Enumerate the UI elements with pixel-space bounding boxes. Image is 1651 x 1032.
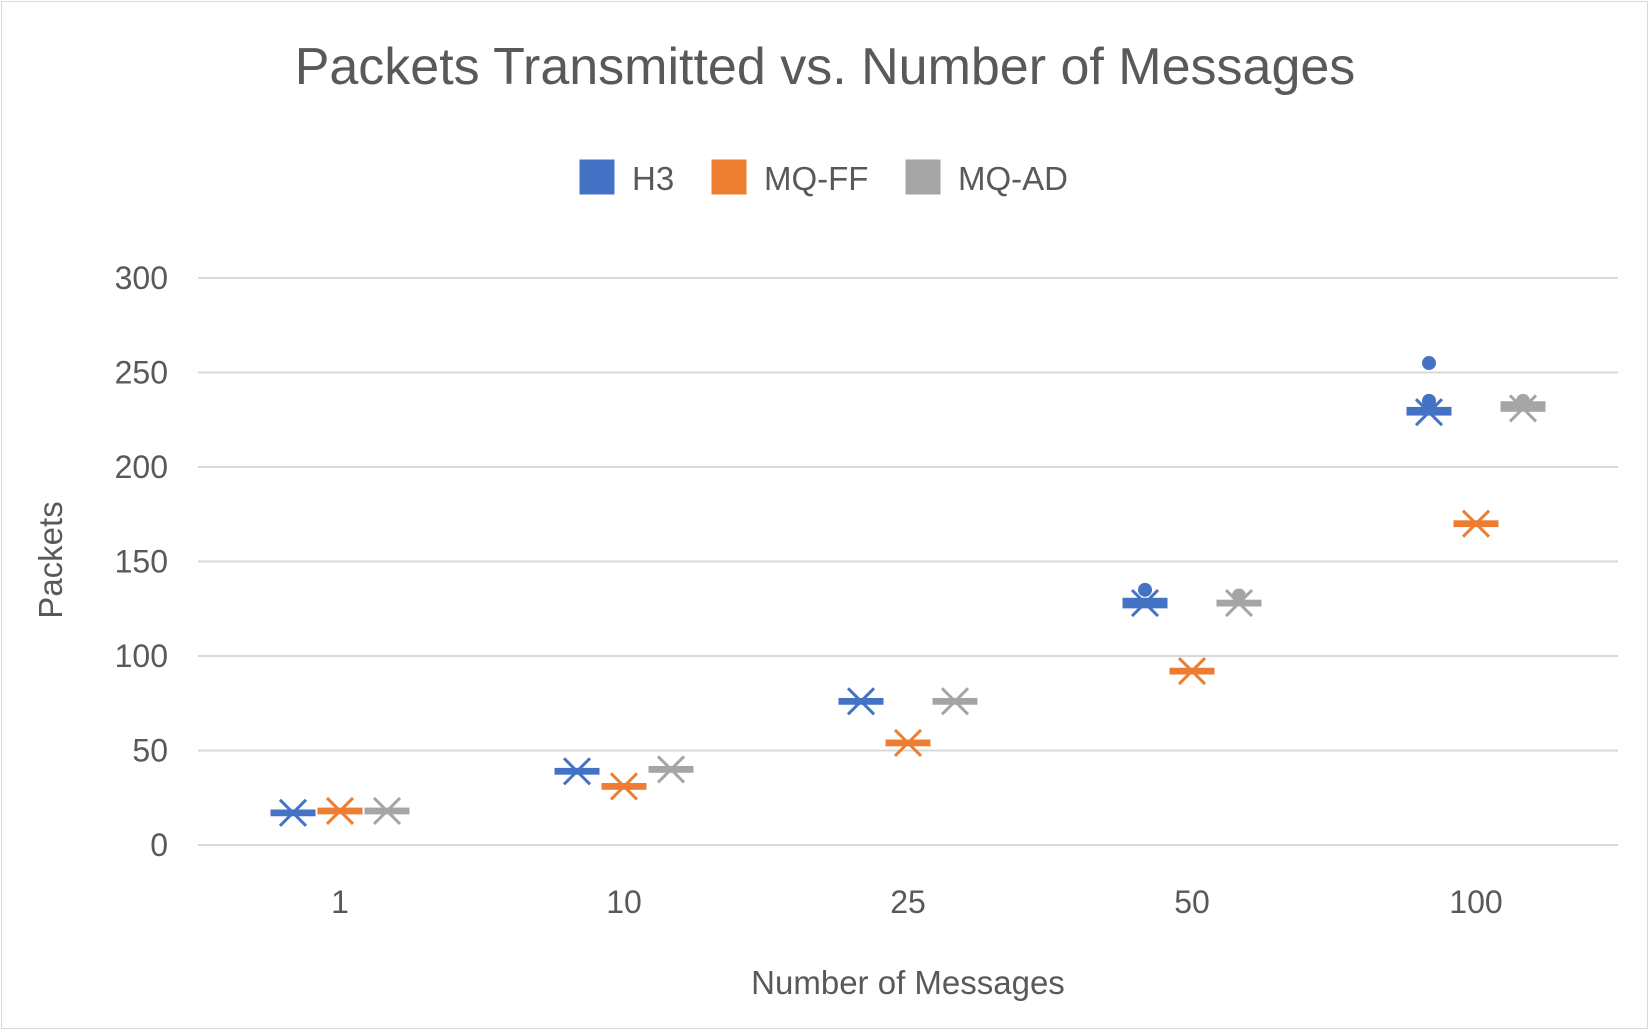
mean-marker xyxy=(1508,394,1538,423)
y-tick-label: 100 xyxy=(115,638,168,674)
mean-marker xyxy=(325,796,355,826)
outlier-point xyxy=(1422,393,1436,408)
outlier-point xyxy=(1232,588,1246,603)
box-mark xyxy=(1216,588,1262,618)
plot-area xyxy=(270,356,1546,827)
outlier-point xyxy=(1422,356,1436,371)
box-mark xyxy=(270,798,316,827)
y-axis-ticks: 0 50 100 150 200 250 300 xyxy=(115,260,168,863)
legend-item: MQ-AD xyxy=(905,159,1068,197)
gridlines xyxy=(198,277,1618,846)
mean-marker xyxy=(893,728,923,758)
x-tick-label: 10 xyxy=(606,884,642,920)
box-mark xyxy=(1500,393,1546,423)
legend-swatch xyxy=(579,159,615,195)
y-tick-label: 0 xyxy=(150,827,168,863)
x-tick-label: 25 xyxy=(890,884,926,920)
box-mark xyxy=(364,796,410,826)
legend-item: MQ-FF xyxy=(711,159,868,197)
box-mark xyxy=(1406,356,1452,427)
box-mark xyxy=(838,687,884,716)
chart-title: Packets Transmitted vs. Number of Messag… xyxy=(295,38,1356,96)
box-mark xyxy=(1122,582,1168,618)
mean-marker xyxy=(846,687,876,716)
mean-marker xyxy=(1414,398,1444,427)
outlier-point xyxy=(1138,582,1152,597)
legend: H3 MQ-FF MQ-AD xyxy=(579,159,1068,197)
legend-swatch xyxy=(711,159,747,195)
mean-marker xyxy=(1461,509,1491,538)
x-axis-ticks: 1 10 25 50 100 xyxy=(331,884,1503,920)
mean-marker xyxy=(562,757,592,786)
legend-label: MQ-AD xyxy=(958,160,1068,197)
y-tick-label: 50 xyxy=(132,733,168,769)
outlier-point xyxy=(1516,393,1530,408)
legend-item: H3 xyxy=(579,159,674,197)
box-mark xyxy=(1169,657,1215,686)
mean-marker xyxy=(656,755,686,784)
mean-marker xyxy=(1130,589,1160,618)
x-tick-label: 1 xyxy=(331,884,349,920)
box-mark xyxy=(317,796,363,826)
mean-marker xyxy=(1224,589,1254,618)
mean-marker xyxy=(609,772,639,801)
legend-label: H3 xyxy=(632,160,674,197)
mean-marker xyxy=(1177,657,1207,686)
box-mark xyxy=(601,772,647,801)
mean-marker xyxy=(278,798,308,827)
y-tick-label: 200 xyxy=(115,449,168,485)
box-mark xyxy=(648,755,694,784)
y-tick-label: 250 xyxy=(115,355,168,391)
mean-marker xyxy=(940,687,970,716)
y-tick-label: 300 xyxy=(115,260,168,296)
x-tick-label: 50 xyxy=(1174,884,1210,920)
box-mark xyxy=(932,687,978,716)
y-axis-title: Packets xyxy=(32,501,69,618)
legend-label: MQ-FF xyxy=(764,160,868,197)
box-mark xyxy=(1453,509,1499,538)
x-tick-label: 100 xyxy=(1449,884,1502,920)
legend-swatch xyxy=(905,159,941,195)
y-tick-label: 150 xyxy=(115,544,168,580)
box-mark xyxy=(554,757,600,786)
box-mark xyxy=(885,728,931,758)
mean-marker xyxy=(372,796,402,826)
x-axis-title: Number of Messages xyxy=(751,964,1065,1001)
